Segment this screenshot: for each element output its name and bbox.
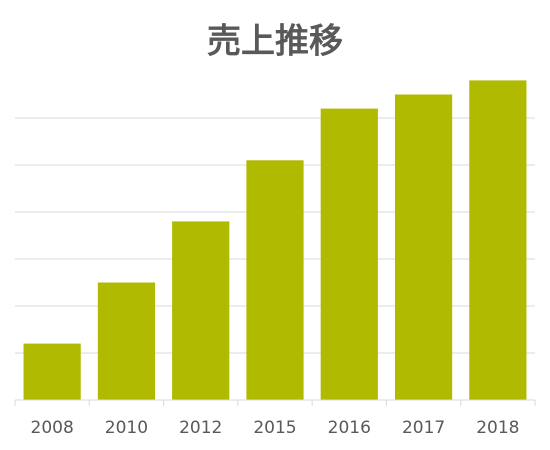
bar: [97, 282, 156, 400]
x-tick-label: 2008: [31, 418, 74, 438]
x-tick-label: 2018: [476, 418, 519, 438]
x-tick-label: 2017: [402, 418, 445, 438]
bar: [172, 221, 230, 400]
bar: [394, 94, 453, 400]
x-tick-label: 2010: [105, 418, 148, 438]
bar: [469, 80, 527, 401]
x-tick-label: 2012: [179, 418, 222, 438]
chart-title: 売上推移: [207, 22, 343, 62]
bar: [23, 343, 81, 400]
x-tick-label: 2015: [253, 418, 296, 438]
bar: [320, 108, 378, 400]
bar: [246, 160, 304, 400]
x-tick-label: 2016: [328, 418, 371, 438]
